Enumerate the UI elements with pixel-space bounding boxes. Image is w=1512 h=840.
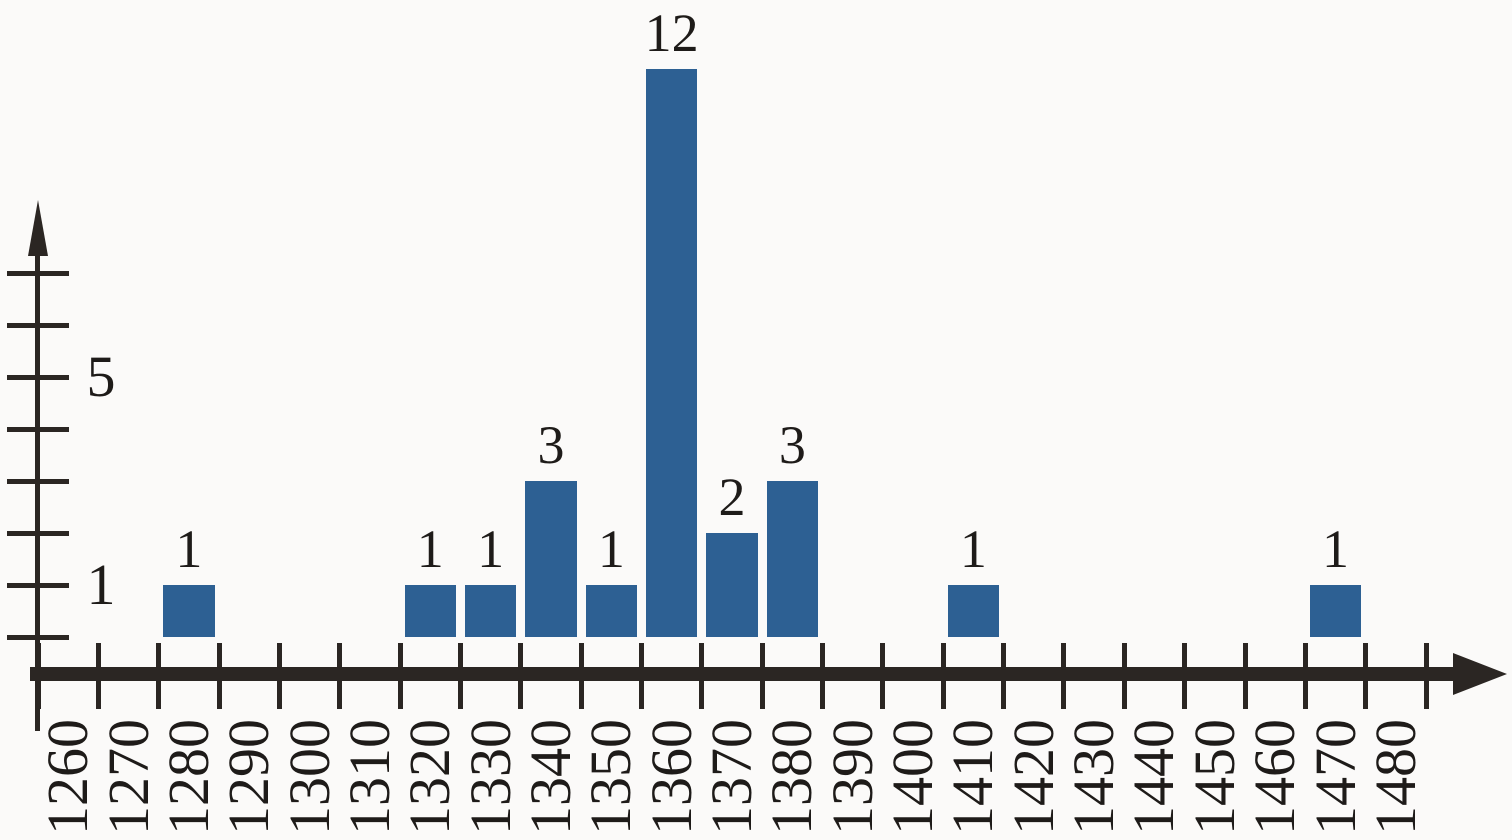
x-axis-tick <box>1302 643 1308 709</box>
y-axis-tick <box>7 374 69 380</box>
bar <box>585 585 637 637</box>
y-axis-tick <box>7 270 69 276</box>
bar <box>646 69 698 637</box>
x-axis-tick-label: 1360 <box>638 719 704 835</box>
y-axis-tick <box>7 478 69 484</box>
x-axis-tick-label: 1340 <box>517 719 583 835</box>
x-axis-tick-label: 1450 <box>1181 719 1247 835</box>
bar-value-label: 2 <box>718 467 746 527</box>
x-axis-tick-label: 1350 <box>578 719 644 835</box>
y-axis-tick <box>7 530 69 536</box>
x-axis-tick <box>216 643 222 709</box>
x-axis-line <box>30 667 1455 681</box>
x-axis-tick-label: 1290 <box>216 719 282 835</box>
bar-value-label: 1 <box>175 519 203 579</box>
bar-value-label: 3 <box>537 415 565 475</box>
x-axis-tick <box>639 643 644 709</box>
bar <box>404 585 456 637</box>
bar-value-label: 3 <box>778 415 806 475</box>
x-axis-tick <box>699 643 705 709</box>
x-axis-tick <box>880 643 886 709</box>
y-axis-tick <box>7 426 69 432</box>
x-axis-tick-label: 1280 <box>155 719 221 835</box>
bar <box>1309 585 1362 637</box>
x-axis-tick-label: 1390 <box>819 719 885 835</box>
x-axis-tick-label: 1330 <box>457 719 523 835</box>
bar-value-label: 12 <box>644 3 699 63</box>
x-axis-tick <box>1001 643 1007 709</box>
x-axis-tick-label: 1420 <box>1000 719 1066 835</box>
x-axis-tick <box>1242 643 1248 709</box>
x-axis-arrowhead-icon <box>1453 653 1507 695</box>
y-axis-tick <box>7 634 69 640</box>
x-axis-tick-label: 1320 <box>397 719 463 835</box>
x-axis-tick <box>276 643 282 709</box>
bar-value-label: 1 <box>416 519 444 579</box>
bar <box>706 533 758 637</box>
x-axis-tick-label: 1370 <box>699 719 765 835</box>
bar <box>766 481 819 637</box>
bar-value-label: 1 <box>1322 519 1350 579</box>
x-axis-tick-label: 1400 <box>880 719 946 835</box>
x-axis-tick <box>759 643 765 709</box>
bar <box>525 481 577 637</box>
x-axis-tick <box>156 643 162 709</box>
x-axis-tick-label: 1300 <box>276 719 342 835</box>
bar <box>163 585 215 637</box>
x-axis-tick-label: 1270 <box>95 719 161 835</box>
y-axis-arrowhead-icon <box>27 200 48 256</box>
x-axis-tick-label: 1470 <box>1302 719 1368 835</box>
x-axis-tick <box>1182 643 1188 709</box>
x-axis-tick <box>1061 643 1067 709</box>
x-axis-tick <box>820 643 826 709</box>
x-axis-tick-label: 1260 <box>35 719 101 835</box>
x-axis-tick <box>457 643 463 709</box>
x-axis-tick <box>940 643 946 709</box>
x-axis-tick-label: 1430 <box>1061 719 1127 835</box>
y-axis-tick-label: 5 <box>86 344 116 409</box>
x-axis-tick-label: 1440 <box>1121 719 1187 835</box>
y-axis-tick <box>7 322 69 328</box>
bar-value-label: 1 <box>477 519 505 579</box>
bar-value-label: 1 <box>597 519 625 579</box>
x-axis-tick <box>1121 643 1127 709</box>
x-axis-tick <box>518 643 524 709</box>
x-axis-tick <box>1423 643 1429 709</box>
x-axis-tick-label: 1380 <box>759 719 825 835</box>
bar <box>947 585 1000 637</box>
y-axis-tick-label: 1 <box>86 552 116 617</box>
bar-value-label: 1 <box>959 519 987 579</box>
y-axis-line <box>35 253 40 731</box>
x-axis-tick-label: 1480 <box>1362 719 1428 835</box>
x-axis-tick <box>1363 643 1369 709</box>
x-axis-tick <box>397 643 403 709</box>
x-axis-tick <box>35 643 41 709</box>
x-axis-tick <box>337 643 343 709</box>
bar <box>464 585 517 637</box>
x-axis-tick-label: 1460 <box>1242 719 1308 835</box>
x-axis-tick <box>95 643 101 709</box>
x-axis-tick-label: 1410 <box>940 719 1006 835</box>
x-axis-tick <box>578 643 584 709</box>
y-axis-tick <box>7 582 69 588</box>
x-axis-tick-label: 1310 <box>336 719 402 835</box>
